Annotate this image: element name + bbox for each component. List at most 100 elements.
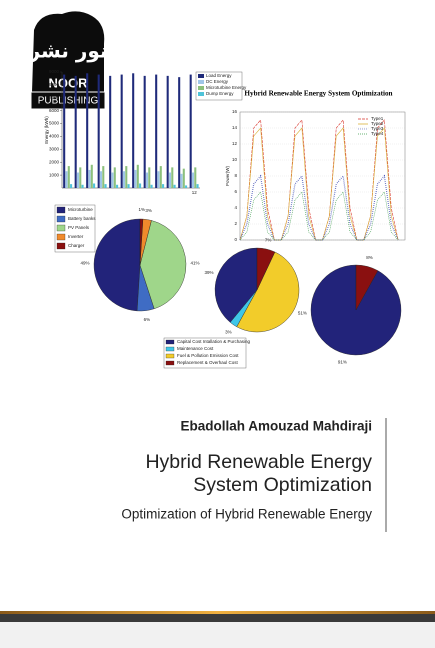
bar xyxy=(74,75,77,188)
y-tick-label: 4000 xyxy=(49,134,60,139)
bar xyxy=(104,184,107,188)
pie-slice xyxy=(236,251,300,333)
pie-label: 3% xyxy=(225,329,232,334)
series-line xyxy=(239,119,399,241)
bar xyxy=(109,75,112,188)
bar xyxy=(145,172,149,188)
bar xyxy=(113,167,116,188)
bar xyxy=(182,168,185,188)
bar xyxy=(148,167,151,188)
logo-shape xyxy=(32,11,105,92)
y-tick-label: 10 xyxy=(232,157,238,162)
bar xyxy=(93,183,96,188)
bar xyxy=(90,164,93,188)
legend-label: Capital Cost Intallation & Purchasing xyxy=(177,339,251,344)
y-tick-label: 3000 xyxy=(49,147,60,152)
legend-swatch xyxy=(56,206,66,214)
logo-name: NOOR xyxy=(49,75,89,90)
pie-slice xyxy=(93,218,141,312)
legend-swatch xyxy=(56,215,66,223)
y-tick-label: 0 xyxy=(234,237,237,242)
bar xyxy=(132,73,135,188)
y-tick-label: 2000 xyxy=(49,159,60,164)
legend-swatch xyxy=(198,86,204,90)
chart-title: Hybrid Renewable Energy System Optimizat… xyxy=(244,90,392,98)
y-tick-label: 12 xyxy=(232,141,238,146)
legend-swatch xyxy=(165,339,175,345)
pie-slice xyxy=(139,218,144,266)
y-tick-label: 8 xyxy=(234,173,237,178)
title-line: Hybrid Renewable Energy xyxy=(145,451,372,473)
pie-label: 91% xyxy=(338,359,347,364)
bar xyxy=(194,167,197,188)
bar xyxy=(63,74,66,188)
bar xyxy=(79,167,82,188)
y-tick-label: 16 xyxy=(232,109,238,114)
bar xyxy=(171,167,174,188)
bar xyxy=(159,166,162,188)
legend-label: Fuel & Pollution Emission Cost xyxy=(177,353,239,358)
legend-swatch xyxy=(165,353,175,359)
y-axis-label: Power(W) xyxy=(225,165,230,186)
y-tick-label: 5000 xyxy=(49,121,60,126)
legend-swatch xyxy=(56,224,66,232)
legend-swatch xyxy=(56,242,66,250)
legend-label: Battery banks xyxy=(68,216,96,221)
legend-label: Type3 xyxy=(371,126,384,131)
bar xyxy=(143,75,146,188)
logo-arabic: نور نشر xyxy=(28,39,108,63)
bar xyxy=(125,166,128,188)
x-tick-label: 12 xyxy=(192,190,198,195)
pie-label: 7% xyxy=(265,237,272,242)
bar xyxy=(88,169,91,188)
bar xyxy=(150,184,153,188)
pie-label: 3% xyxy=(145,208,152,213)
bottom-band xyxy=(0,614,435,622)
bar xyxy=(127,184,130,188)
y-tick-label: 8000 xyxy=(49,82,60,87)
y-tick-label: 6000 xyxy=(49,108,60,113)
bar xyxy=(173,184,176,188)
bar xyxy=(122,171,126,188)
subtitle: Optimization of Hybrid Renewable Energy xyxy=(121,507,372,522)
legend-label: Charger xyxy=(68,243,85,248)
legend-label: Load Energy xyxy=(206,73,232,78)
bar xyxy=(120,74,123,188)
bar xyxy=(116,184,119,188)
legend-swatch xyxy=(165,360,175,366)
bar xyxy=(86,73,89,188)
legend-label: Replacement & Overhaul Cost xyxy=(177,360,239,365)
y-tick-label: 2 xyxy=(234,221,237,226)
series-line xyxy=(239,127,399,241)
series-line xyxy=(239,174,399,241)
bar xyxy=(166,75,169,188)
bar xyxy=(155,74,158,188)
bar xyxy=(180,173,183,188)
bar xyxy=(139,183,142,188)
bottom-base xyxy=(0,622,435,648)
bar xyxy=(157,171,160,188)
y-axis-label: Energy (kWh) xyxy=(44,116,49,144)
pie-slice xyxy=(139,220,187,310)
y-tick-label: 14 xyxy=(232,125,238,130)
legend-label: Inverter xyxy=(68,234,84,239)
pie-slice xyxy=(214,247,258,323)
bar xyxy=(81,184,84,188)
pie-label: 1% xyxy=(138,207,145,212)
bar xyxy=(136,164,139,188)
bar xyxy=(65,171,68,188)
legend-label: PV Panels xyxy=(68,225,90,230)
bar xyxy=(70,184,73,188)
pie-slice xyxy=(355,264,379,311)
bar xyxy=(102,166,105,188)
bar xyxy=(99,171,103,188)
legend-box xyxy=(163,337,247,369)
bottom-stripe xyxy=(0,611,435,614)
pie-label: 49% xyxy=(81,260,90,265)
legend-label: Maintenance Cost xyxy=(177,346,214,351)
y-tick-label: 6 xyxy=(234,189,237,194)
pie-label: 51% xyxy=(298,310,307,315)
legend-label: Microturbine Energy xyxy=(206,85,247,90)
